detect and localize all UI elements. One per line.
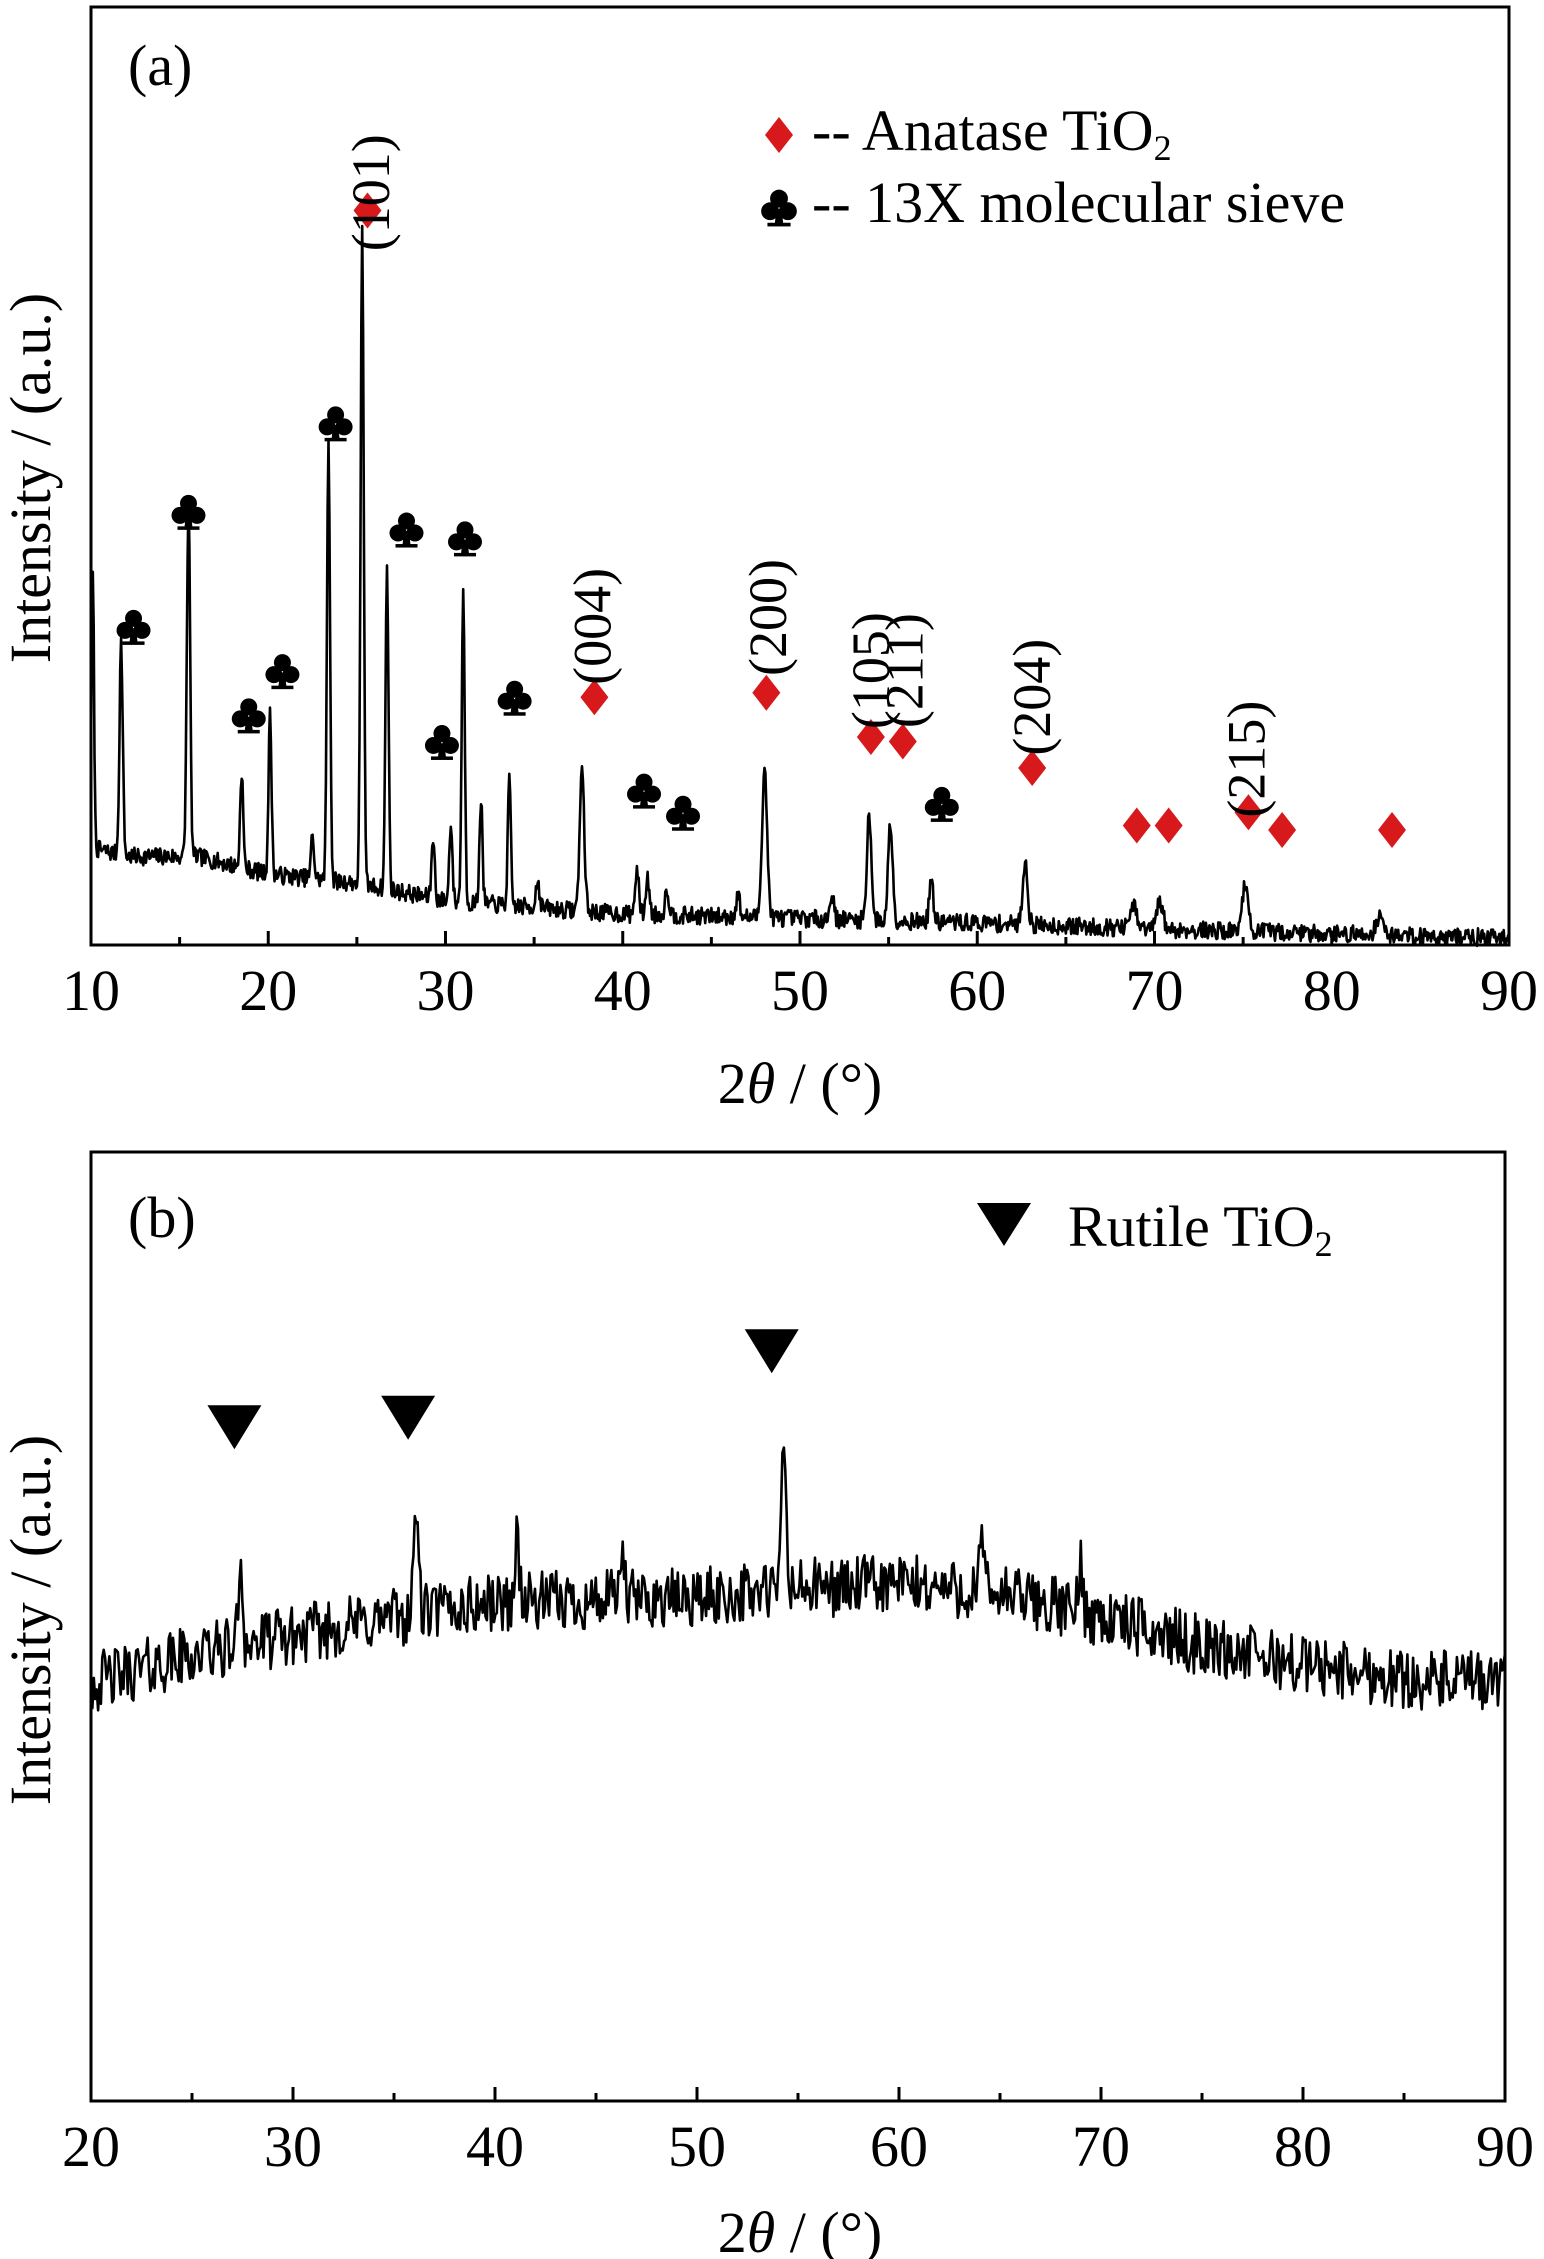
legend-rutile-label: Rutile TiO2	[1068, 1194, 1333, 1264]
anatase-diamond-icon	[580, 679, 609, 716]
x-tick-label: 90	[1480, 958, 1538, 1023]
x-tick-label: 70	[1072, 2114, 1130, 2179]
panel-label-a: (a)	[128, 33, 192, 98]
x-tick-labels-a: 10 20 30 40 50 60 70 80 90	[62, 958, 1538, 1023]
hkl-label: (200)	[738, 559, 798, 676]
x-tick-label: 80	[1274, 2114, 1332, 2179]
legend-club-glyph	[761, 189, 797, 227]
rutile-triangle-icon	[744, 1329, 799, 1374]
club-icon	[231, 698, 266, 734]
club-icon	[424, 724, 459, 760]
x-tick-label: 50	[668, 2114, 726, 2179]
anatase-diamond-icon	[752, 674, 781, 711]
x-tick-label: 30	[264, 2114, 322, 2179]
hkl-label: (211)	[875, 613, 935, 728]
hkl-label: (101)	[341, 134, 401, 251]
club-icon	[627, 773, 662, 809]
hkl-label: (105)	[841, 612, 901, 729]
legend-sieve-label: -- 13X molecular sieve	[812, 170, 1345, 235]
x-tick-label: 40	[594, 958, 652, 1023]
anatase-diamond-icon	[1234, 794, 1263, 831]
club-icon	[497, 680, 532, 716]
anatase-diamond-icon	[1378, 811, 1407, 848]
anatase-markers	[353, 192, 1407, 848]
rutile-triangle-icon	[207, 1405, 262, 1450]
rutile-markers	[207, 1329, 799, 1450]
club-icon	[318, 406, 353, 442]
xrd-trace-b	[89, 1446, 1507, 1712]
club-icon	[447, 521, 482, 557]
club-icon	[389, 512, 424, 548]
anatase-diamond-icon	[1122, 807, 1151, 844]
legend-anatase-label: -- Anatase TiO2	[812, 98, 1172, 168]
x-axis-title-a: 2θ / (°)	[718, 1051, 882, 1116]
plot-frame-a	[89, 5, 1511, 947]
club-icon	[666, 795, 701, 831]
club-icon	[265, 654, 300, 690]
hkl-label: (215)	[1217, 701, 1277, 818]
x-tick-label: 90	[1476, 2114, 1534, 2179]
x-tick-label: 80	[1303, 958, 1361, 1023]
sieve-markers	[116, 406, 959, 831]
y-axis-title-b: Intensity / (a.u.)	[0, 1435, 63, 1805]
x-tick-label: 60	[870, 2114, 928, 2179]
anatase-diamond-icon	[1018, 750, 1047, 786]
anatase-diamond-icon	[353, 192, 382, 229]
club-icon	[924, 786, 959, 822]
legend-anatase-diamond-icon	[765, 117, 793, 153]
anatase-diamond-icon	[1268, 811, 1297, 848]
club-icon	[171, 494, 206, 530]
panel-b: 20 30 40 50 60 70 80 90 (b) Rutile TiO2 2θ / (°…	[0, 1150, 1534, 2259]
legend-rutile-triangle-icon	[977, 1203, 1031, 1246]
x-tick-label: 40	[466, 2114, 524, 2179]
panel-a: 10 20 30 40 50 60 70 80 90 (101)(004) (200) (105)(…	[0, 5, 1538, 1116]
legend-club-icon	[761, 189, 797, 227]
anatase-diamond-icon	[888, 723, 917, 760]
x-tick-label: 50	[771, 958, 829, 1023]
x-tick-label: 20	[62, 2114, 120, 2179]
club-icon	[116, 609, 151, 645]
x-axis-ticks-b	[89, 2087, 1507, 2101]
legend-b: Rutile TiO2	[977, 1194, 1333, 1264]
x-tick-label: 70	[1126, 958, 1184, 1023]
hkl-label: (204)	[1002, 639, 1062, 756]
x-axis-title-b: 2θ / (°)	[718, 2200, 882, 2259]
anatase-diamond-icon	[1154, 807, 1183, 844]
x-tick-label: 10	[62, 958, 120, 1023]
x-tick-label: 30	[417, 958, 475, 1023]
hkl-labels: (101) (004) (200) (105)(211) (204) (215)	[341, 134, 1277, 817]
xrd-trace-a	[89, 224, 1511, 948]
x-tick-labels-b: 20 30 40 50 60 70 80 90	[62, 2114, 1534, 2179]
rutile-triangle-icon	[381, 1395, 436, 1440]
anatase-diamond-icon	[856, 719, 885, 756]
legend-a: -- Anatase TiO2 -- 13X molecular sieve	[761, 98, 1345, 235]
y-axis-title-a: Intensity / (a.u.)	[0, 293, 63, 663]
x-tick-label: 20	[239, 958, 297, 1023]
hkl-label: (004)	[563, 568, 623, 685]
panel-label-b: (b)	[128, 1185, 196, 1250]
x-tick-label: 60	[948, 958, 1006, 1023]
